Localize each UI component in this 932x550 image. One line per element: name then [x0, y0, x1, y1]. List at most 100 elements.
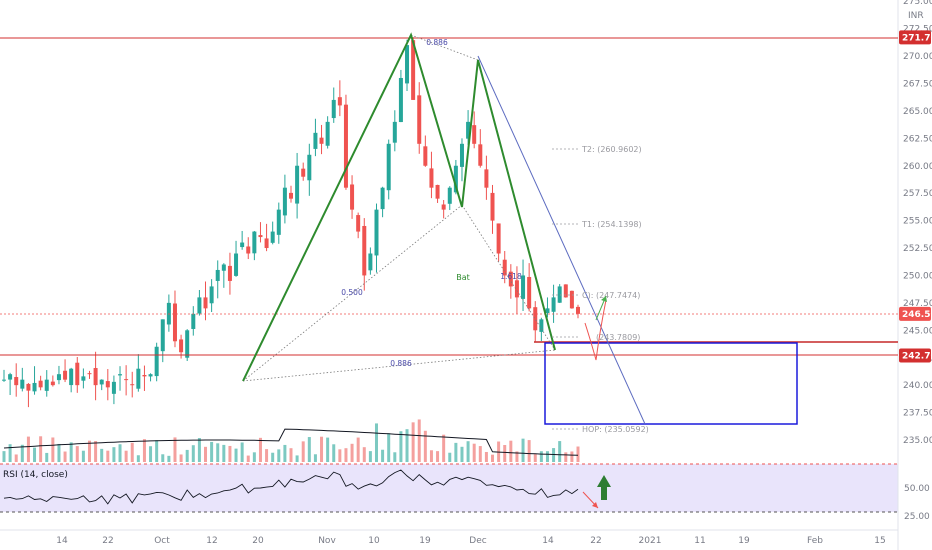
price-tick: 237.50 [903, 409, 932, 419]
trend-line[interactable] [477, 55, 646, 425]
candle-body [50, 381, 55, 386]
volume-bar [448, 452, 452, 462]
volume-bar [63, 451, 67, 462]
volume-bar [570, 451, 574, 462]
candle-body [221, 264, 226, 271]
volume-bar [564, 452, 568, 462]
volume-bar [240, 442, 244, 462]
volume-bar [344, 448, 348, 462]
candle-body [295, 165, 300, 204]
volume-ma-line [3, 428, 579, 456]
candle-body [331, 99, 336, 119]
svg-text:271.70: 271.70 [902, 33, 932, 43]
volume-bar [191, 445, 195, 462]
pattern-name: Bat [456, 273, 470, 282]
candle-body [227, 265, 232, 281]
candle-body [435, 184, 440, 199]
time-tick: 2021 [639, 536, 662, 546]
candle-body [136, 368, 141, 389]
time-tick: 19 [738, 536, 750, 546]
candle-body [240, 242, 245, 248]
volume-bar [149, 446, 153, 462]
svg-text:246.50: 246.50 [902, 310, 932, 320]
volume-bar [289, 448, 293, 462]
candle-body [276, 209, 281, 235]
rsi-indicator-label[interactable]: RSI (14, close) [3, 470, 68, 480]
volume-bar [69, 442, 73, 462]
time-tick: 22 [590, 536, 601, 546]
volume-bar [112, 447, 116, 462]
candle-body [319, 137, 324, 144]
candle-body [179, 339, 184, 353]
volume-bar [87, 440, 91, 462]
volume-bar [576, 446, 580, 462]
volume-bar [75, 446, 79, 462]
volume-bar [545, 451, 549, 462]
volume-bar [521, 438, 525, 462]
volume-bar [405, 429, 409, 462]
volume-bar [307, 437, 311, 462]
volume-bar [539, 451, 543, 462]
volume-bar [106, 450, 110, 462]
candle-body [307, 154, 312, 181]
price-tick: 257.50 [903, 189, 932, 199]
price-tick: 250.00 [903, 271, 932, 281]
candle-body [380, 187, 385, 210]
candle-body [2, 379, 6, 381]
price-badges: 271.70 246.50 242.70 [899, 30, 932, 363]
time-tick: 14 [56, 536, 68, 546]
candle-body [215, 269, 220, 281]
candle-body [411, 40, 416, 100]
candle-body [453, 165, 458, 193]
volume-bar [142, 439, 146, 462]
candle-body [99, 379, 104, 385]
candle-body [429, 168, 434, 188]
volume-bar [460, 446, 464, 462]
volume-bar [558, 441, 562, 462]
target-t2: T2: (260.9602) [581, 145, 642, 154]
price-badge: 242.70 [899, 348, 932, 363]
bat-pattern-legs[interactable] [242, 32, 556, 382]
rsi-band [0, 464, 898, 512]
candle-body [362, 225, 367, 276]
volume-bar [265, 449, 269, 462]
volume-bar [295, 455, 299, 462]
price-tick: 260.00 [903, 162, 932, 172]
candle-body [392, 121, 397, 143]
candle-body [111, 381, 116, 394]
volume-bar [503, 445, 507, 462]
target-t1: T1: (254.1398) [581, 220, 642, 229]
candle-body [368, 253, 373, 271]
candle-body [8, 374, 13, 380]
prz-box[interactable] [544, 342, 798, 425]
volume-bar [51, 437, 55, 462]
candle-body [337, 97, 342, 106]
price-tick: 245.00 [903, 326, 932, 336]
candle-body [514, 280, 519, 298]
candle-body [502, 259, 507, 276]
volume-bar [173, 437, 177, 462]
candle-body [496, 223, 501, 254]
volume-layer [2, 419, 580, 462]
volume-bar [155, 440, 159, 462]
target-hop: HOP: (235.0592) [582, 425, 649, 434]
candle-body [423, 146, 428, 166]
candle-body [14, 377, 19, 386]
volume-bar [527, 440, 531, 462]
volume-bar [368, 451, 372, 462]
candle-body [44, 379, 49, 391]
volume-bar [332, 444, 336, 462]
volume-bar [442, 434, 446, 462]
volume-bar [136, 455, 140, 462]
candle-body [466, 121, 471, 139]
candle-body [26, 383, 31, 391]
candle-body [63, 370, 68, 380]
volume-bar [399, 431, 403, 462]
volume-bar [14, 454, 18, 462]
rsi-tick-50: 50.00 [904, 484, 930, 494]
candle-body [533, 307, 538, 331]
volume-bar [484, 451, 488, 462]
candle-body [459, 143, 464, 167]
volume-bar [185, 449, 189, 462]
